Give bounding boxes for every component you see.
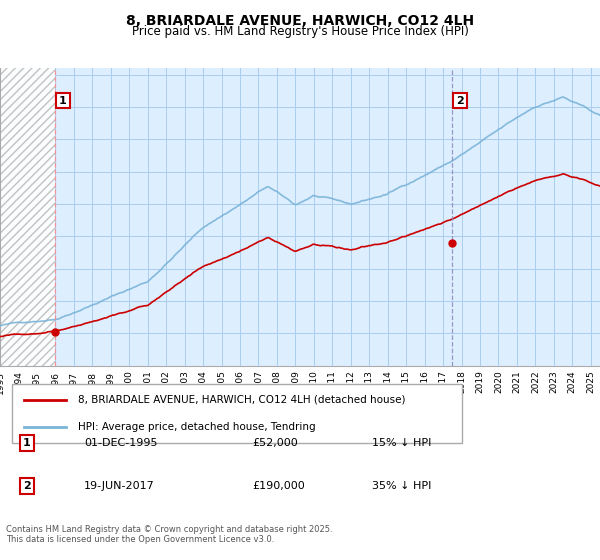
Text: Contains HM Land Registry data © Crown copyright and database right 2025.
This d: Contains HM Land Registry data © Crown c… xyxy=(6,525,332,544)
Text: HPI: Average price, detached house, Tendring: HPI: Average price, detached house, Tend… xyxy=(78,422,316,432)
Text: 2: 2 xyxy=(456,96,464,105)
Text: Price paid vs. HM Land Registry's House Price Index (HPI): Price paid vs. HM Land Registry's House … xyxy=(131,25,469,38)
Text: 1: 1 xyxy=(23,438,31,448)
Text: 8, BRIARDALE AVENUE, HARWICH, CO12 4LH: 8, BRIARDALE AVENUE, HARWICH, CO12 4LH xyxy=(126,14,474,28)
Text: 19-JUN-2017: 19-JUN-2017 xyxy=(84,481,155,491)
Text: £190,000: £190,000 xyxy=(252,481,305,491)
Text: 8, BRIARDALE AVENUE, HARWICH, CO12 4LH (detached house): 8, BRIARDALE AVENUE, HARWICH, CO12 4LH (… xyxy=(78,395,406,405)
Text: 1: 1 xyxy=(59,96,67,105)
FancyBboxPatch shape xyxy=(12,384,462,443)
Text: 35% ↓ HPI: 35% ↓ HPI xyxy=(372,481,431,491)
Text: 01-DEC-1995: 01-DEC-1995 xyxy=(84,438,157,448)
Text: £52,000: £52,000 xyxy=(252,438,298,448)
Text: 15% ↓ HPI: 15% ↓ HPI xyxy=(372,438,431,448)
Text: 2: 2 xyxy=(23,481,31,491)
